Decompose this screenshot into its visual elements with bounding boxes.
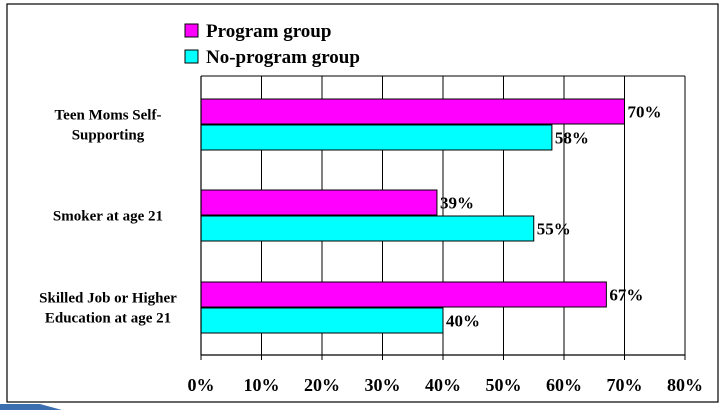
- bar-program-0: [200, 98, 625, 125]
- legend: Program group No-program group: [184, 21, 360, 68]
- x-tick-labels: 0% 10% 20% 30% 40% 50% 60% 70% 80%: [188, 375, 704, 395]
- data-label-0-0: 70%: [628, 103, 662, 122]
- data-label-0-2: 67%: [609, 286, 643, 305]
- bar-program-2: [200, 281, 607, 308]
- x-tick-label-10: 10%: [244, 375, 280, 395]
- data-label-1-2: 40%: [446, 312, 480, 331]
- x-tick-label-0: 0%: [188, 375, 215, 395]
- x-tick-label-80: 80%: [667, 375, 703, 395]
- category-labels: Teen Moms Self- Supporting Smoker at age 2…: [39, 108, 177, 327]
- x-tick-label-70: 70%: [607, 375, 643, 395]
- bar-no-program-0: [200, 124, 553, 151]
- data-label-1-0: 58%: [555, 129, 589, 148]
- category-label-0-1: Supporting: [72, 128, 145, 144]
- x-tick-label-40: 40%: [425, 375, 461, 395]
- category-label-2-0: Skilled Job or Higher: [39, 291, 177, 307]
- legend-swatch-0: [184, 23, 199, 38]
- category-label-2-1: Education at age 21: [45, 311, 171, 327]
- legend-label-1: No-program group: [206, 47, 360, 68]
- x-tick-label-60: 60%: [546, 375, 582, 395]
- x-tick-label-50: 50%: [486, 375, 522, 395]
- data-labels: 70% 58% 39% 55% 67% 40%: [440, 103, 662, 331]
- bar-no-program-2: [200, 307, 444, 334]
- slide-corner-decoration: [0, 404, 62, 410]
- x-tick-label-20: 20%: [304, 375, 340, 395]
- category-label-1-0: Smoker at age 21: [53, 209, 163, 225]
- x-axis: [200, 76, 686, 360]
- data-label-0-1: 39%: [440, 194, 474, 213]
- bar-program-1: [200, 189, 438, 216]
- bar-no-program-1: [200, 215, 535, 242]
- data-label-1-1: 55%: [537, 220, 571, 239]
- legend-label-0: Program group: [206, 21, 331, 42]
- category-label-0-0: Teen Moms Self-: [55, 108, 162, 124]
- legend-swatch-1: [184, 49, 199, 64]
- x-tick-label-30: 30%: [365, 375, 401, 395]
